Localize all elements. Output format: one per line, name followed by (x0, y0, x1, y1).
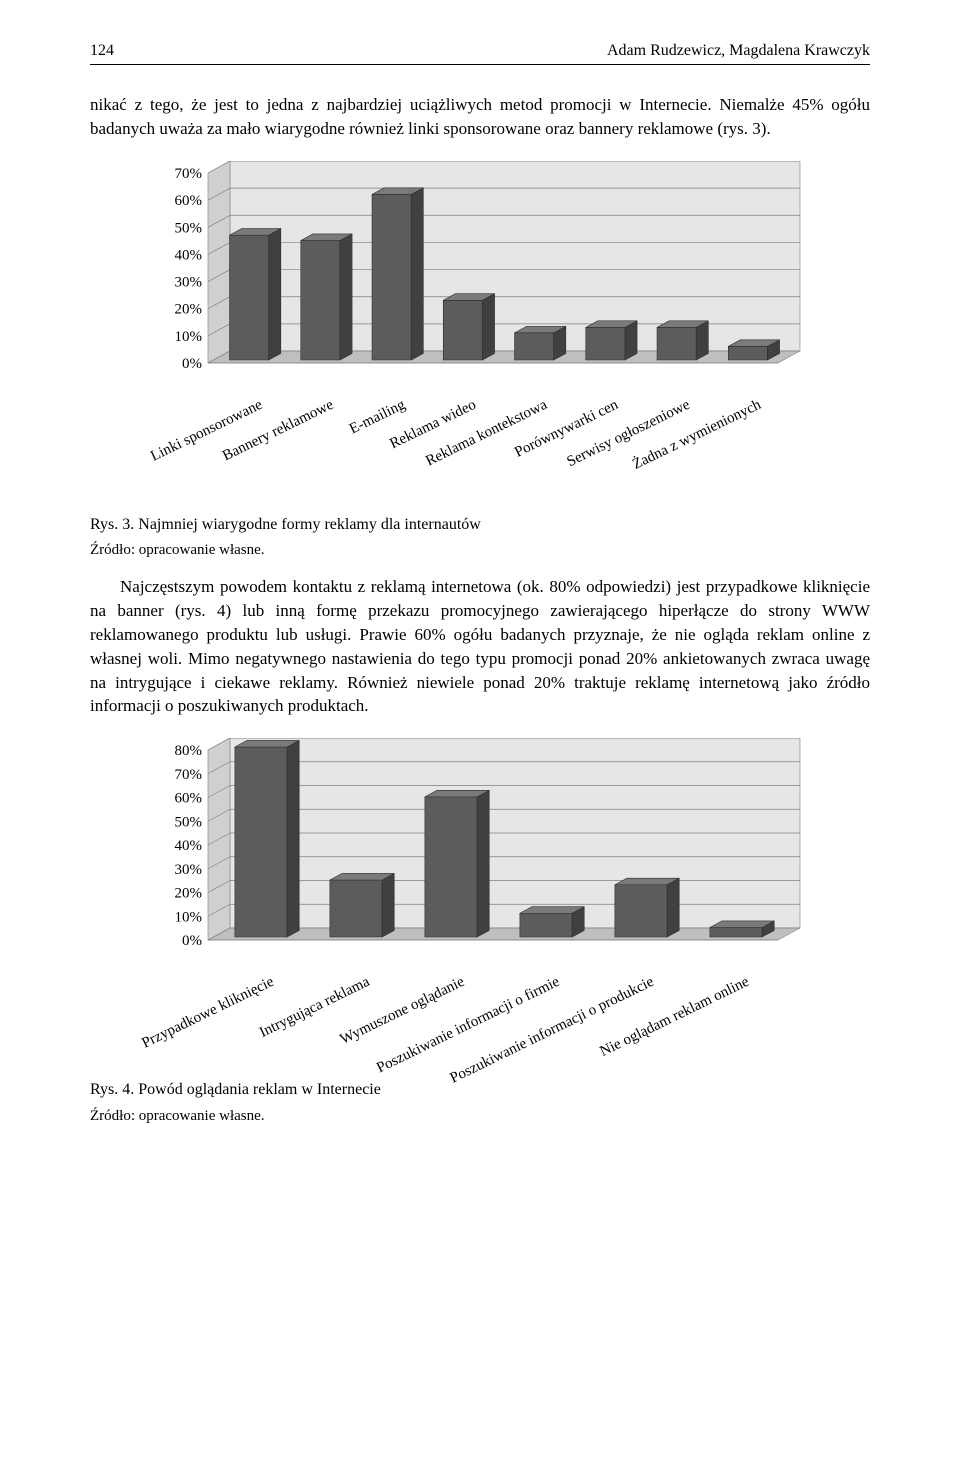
page-number: 124 (90, 40, 114, 62)
svg-text:40%: 40% (175, 838, 203, 854)
x-axis-label: Przypadkowe kliknięcie (139, 972, 278, 1054)
paragraph-1: nikać z tego, że jest to jedna z najbard… (90, 93, 870, 141)
svg-text:70%: 70% (175, 767, 203, 783)
chart-1: 0% 10% 20% 30% 40% 50% 60% 70% (140, 161, 820, 391)
chart-1-caption-prefix: Rys. 3. (90, 516, 134, 533)
svg-text:10%: 10% (175, 909, 203, 925)
svg-text:60%: 60% (175, 193, 203, 209)
chart-1-source: Źródło: opracowanie własne. (90, 540, 870, 561)
chart-2: 0% 10% 20% 30% 40% 50% 60% 70% 80% (140, 738, 820, 968)
svg-text:20%: 20% (175, 302, 203, 318)
chart-2-caption-prefix: Rys. 4. (90, 1081, 134, 1098)
chart-2-source: Źródło: opracowanie własne. (90, 1106, 870, 1127)
chart-1-caption: Rys. 3. Najmniej wiarygodne formy reklam… (90, 514, 870, 536)
svg-text:40%: 40% (175, 247, 203, 263)
svg-text:30%: 30% (175, 862, 203, 878)
authors: Adam Rudzewicz, Magdalena Krawczyk (607, 40, 870, 62)
chart-1-caption-text: Najmniej wiarygodne formy reklamy dla in… (134, 516, 481, 533)
chart-1-x-labels: Linki sponsorowaneBannery reklamoweE-mai… (140, 391, 820, 511)
svg-text:10%: 10% (175, 329, 203, 345)
svg-text:0%: 0% (182, 933, 202, 949)
page-header: 124 Adam Rudzewicz, Magdalena Krawczyk (90, 40, 870, 65)
paragraph-2: Najczęstszym powodem kontaktu z reklamą … (90, 575, 870, 718)
svg-text:30%: 30% (175, 275, 203, 291)
chart-2-x-labels: Przypadkowe kliknięcieIntrygująca reklam… (140, 968, 820, 1088)
svg-text:60%: 60% (175, 791, 203, 807)
svg-text:20%: 20% (175, 886, 203, 902)
svg-text:50%: 50% (175, 814, 203, 830)
svg-text:50%: 50% (175, 220, 203, 236)
svg-text:80%: 80% (175, 743, 203, 759)
chart-2-container: 0%10%20%30%40%50%60%70%80% Przypadkowe k… (140, 738, 820, 969)
chart-1-container: 0%10%20%30%40%50%60%70% Linki sponsorowa… (140, 161, 820, 392)
svg-text:0%: 0% (182, 356, 202, 372)
svg-text:70%: 70% (175, 166, 203, 182)
